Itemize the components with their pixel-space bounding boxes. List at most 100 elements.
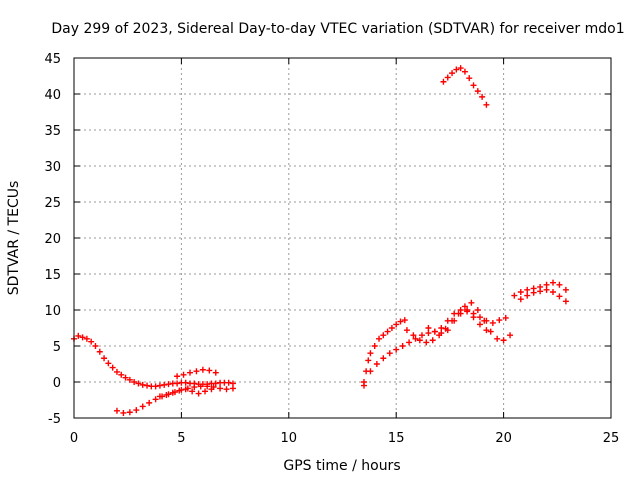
grid	[74, 58, 611, 418]
data-point	[517, 296, 524, 303]
data-point	[101, 355, 108, 362]
data-point	[163, 391, 170, 398]
data-point	[182, 379, 189, 386]
data-point	[483, 327, 490, 334]
data-point	[449, 70, 456, 77]
series-arc-6	[360, 307, 509, 389]
data-point	[152, 396, 159, 403]
data-point	[120, 409, 127, 416]
data-point	[403, 327, 410, 334]
data-point	[197, 383, 204, 390]
y-tick-label: 15	[44, 268, 61, 283]
series-arc-10	[517, 286, 569, 305]
data-point	[511, 292, 518, 299]
data-point	[105, 360, 112, 367]
data-point	[466, 75, 473, 82]
data-point	[199, 366, 206, 373]
data-point	[156, 382, 163, 389]
data-point	[96, 348, 103, 355]
data-point	[543, 281, 550, 288]
data-point	[386, 350, 393, 357]
data-point	[156, 393, 163, 400]
data-point	[380, 332, 387, 339]
y-tick-label: 30	[44, 160, 61, 175]
data-point	[530, 289, 537, 296]
data-point	[204, 383, 211, 390]
data-point	[481, 317, 488, 324]
data-point	[169, 389, 176, 396]
data-point	[229, 380, 236, 387]
series-arc-5	[360, 317, 408, 385]
data-point	[88, 338, 95, 345]
y-tick-label: 10	[44, 304, 61, 319]
axis-ticks	[73, 57, 612, 419]
data-point	[186, 369, 193, 376]
data-point	[416, 337, 423, 344]
data-point	[399, 343, 406, 349]
y-tick-label: 35	[44, 124, 61, 139]
data-point	[423, 339, 430, 346]
data-point	[165, 381, 172, 388]
data-point	[507, 332, 514, 339]
series-arc-3	[156, 386, 215, 400]
data-point	[562, 298, 569, 305]
data-point	[176, 387, 183, 394]
data-point	[457, 310, 464, 317]
data-point	[406, 339, 413, 346]
chart-title: Day 299 of 2023, Sidereal Day-to-day VTE…	[51, 21, 624, 37]
data-point	[438, 325, 445, 331]
data-point	[384, 328, 391, 335]
data-point	[122, 374, 129, 381]
data-point	[440, 78, 447, 85]
series-arc-11	[440, 65, 490, 108]
data-point	[543, 286, 550, 293]
data-point	[444, 74, 451, 81]
data-point	[113, 368, 120, 375]
data-point	[208, 386, 215, 393]
data-point	[225, 379, 232, 386]
data-point	[191, 384, 198, 391]
data-point	[139, 403, 146, 410]
data-point	[470, 82, 477, 89]
x-tick-label: 25	[603, 431, 620, 446]
data-point	[474, 307, 481, 313]
y-axis-title: SDTVAR / TECUs	[6, 181, 22, 296]
y-tick-label: 5	[53, 340, 61, 355]
data-point	[144, 382, 151, 389]
y-tick-label: 40	[44, 88, 61, 103]
data-point	[444, 327, 451, 334]
data-point	[431, 328, 438, 335]
series-arc-2	[113, 383, 236, 416]
data-point	[212, 380, 219, 387]
data-point	[474, 88, 481, 95]
data-point	[152, 383, 159, 390]
series-arc-1	[71, 332, 236, 390]
data-point	[202, 388, 209, 395]
data-point	[229, 385, 236, 392]
data-point	[195, 390, 202, 397]
data-point	[92, 343, 99, 349]
data-point	[180, 371, 187, 378]
y-tick-labels: -5 0 5 10 15 20 25 30 35 40 45	[44, 52, 61, 427]
data-point	[376, 335, 383, 342]
data-point	[373, 361, 380, 367]
data-point	[483, 101, 490, 108]
data-point	[461, 303, 468, 310]
data-point	[550, 279, 557, 286]
data-point	[135, 380, 142, 387]
data-point	[182, 386, 189, 393]
data-point	[468, 299, 475, 306]
x-tick-label: 15	[388, 431, 405, 446]
data-point	[367, 350, 374, 357]
data-point	[393, 346, 400, 353]
data-point	[380, 355, 387, 362]
data-point	[410, 332, 417, 339]
data-point	[139, 381, 146, 388]
data-point	[223, 386, 230, 393]
data-point	[517, 289, 524, 295]
x-tick-label: 5	[177, 431, 185, 446]
data-point	[189, 388, 196, 395]
data-point	[206, 367, 213, 374]
data-point	[393, 321, 400, 328]
